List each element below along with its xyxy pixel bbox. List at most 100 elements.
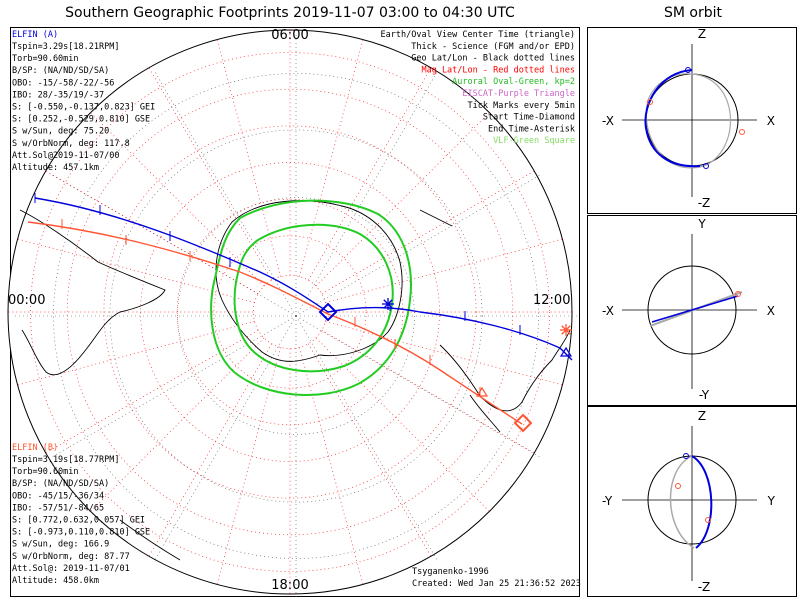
- orbit-yz-label-left: -Y: [602, 494, 613, 508]
- orbit-marker-4: [735, 291, 741, 297]
- auroral-oval: [210, 199, 412, 397]
- elfin-a-line-6: S: [0.252,-0.529,0.810] GSE: [12, 115, 150, 125]
- credit-model: Tsyganenko-1996: [412, 567, 489, 577]
- legend: Earth/Oval View Center Time (triangle) Th…: [381, 30, 575, 146]
- geo-lat-circle-2: [53, 73, 539, 559]
- elfin-b-end-asterisk-stroke-3: [561, 325, 571, 335]
- coastline-3: [469, 394, 501, 433]
- chart-title: Southern Geographic Footprints 2019-11-0…: [65, 5, 515, 21]
- legend-entry-7: Start Time-Diamond: [483, 113, 575, 123]
- elfin-a-line-4: IBO: 28/-35/19/-37: [12, 90, 104, 100]
- orbit-xz-panel: Z -Z -X X: [602, 27, 775, 210]
- mag-lon-line-7: [216, 347, 281, 585]
- auroral-oval-outer: [210, 199, 412, 397]
- mag-lon-line-21: [315, 112, 490, 287]
- elfin-b-center-triangle: [475, 386, 489, 397]
- clock-label-left: 00:00: [8, 293, 45, 308]
- geo-lat-circle-1: [109, 129, 483, 503]
- mag-lon-line-20: [308, 67, 432, 281]
- elfin-b-line-10: Altitude: 458.0km: [12, 576, 99, 586]
- orbit-yz-elfin-b-trace: [669, 455, 695, 549]
- elfin-a-line-1: Torb=90.60min: [12, 54, 79, 64]
- mag-lat-circle-4: [103, 125, 477, 499]
- elfin-b-start-diamond: [513, 413, 533, 433]
- orbit-title: SM orbit: [664, 5, 723, 21]
- coastline-1: [19, 209, 166, 376]
- geo-lon-line-8: [154, 71, 297, 317]
- geo-lon-line-7: [51, 174, 297, 317]
- orbit-xy-panel: Y -Y -X X: [602, 217, 775, 402]
- elfin-a-line-0: Tspin=3.29s[18.21RPM]: [12, 42, 119, 52]
- elfin-b-line-5: S: [0.772,0.632,0.057] GEI: [12, 516, 145, 526]
- elfin-a-header: ELFIN (A): [12, 30, 58, 40]
- credit-created: Created: Wed Jan 25 21:36:52 2023: [412, 579, 581, 589]
- mag-lon-line-10: [45, 330, 259, 454]
- elfin-a-info: ELFIN (A) Tspin=3.29s[18.21RPM] Torb=90.6…: [12, 30, 155, 173]
- elfin-a-line-10: Altitude: 457.1km: [12, 163, 99, 173]
- orbit-panel-xy-frame: [587, 215, 797, 406]
- legend-entry-3: Mag Lat/Lon - Red dotted lines: [421, 65, 575, 75]
- clock-label-top: 06:00: [271, 28, 308, 43]
- orbit-panel-yz-frame: [587, 406, 797, 597]
- elfin-b-header: ELFIN (B): [12, 443, 58, 453]
- elfin-b-end-asterisk: [560, 324, 572, 336]
- geo-lat-circle-0: [177, 197, 415, 435]
- elfin-a-end-asterisk-stroke-3: [383, 299, 393, 309]
- mag-lat-circle-5: [66, 88, 514, 536]
- orbit-marker-7: [705, 517, 711, 523]
- mag-lon-line-17: [216, 39, 281, 277]
- elfin-a-line-7: S w/Sun, deg: 75.20: [12, 127, 109, 137]
- mag-lon-line-5: [299, 347, 364, 585]
- geo-lon-line-1: [295, 315, 541, 458]
- orbit-xz-label-right: X: [767, 114, 775, 128]
- mag-lon-line-19: [299, 39, 364, 277]
- orbit-yz-panel: Z -Z -Y Y: [602, 409, 776, 594]
- mag-lat-circle-6: [30, 52, 550, 572]
- coastline-0: [215, 200, 403, 362]
- tracks: [27, 193, 573, 433]
- elfin-b-line-3: OBO: -45/15/-36/34: [12, 491, 104, 501]
- orbit-marker-6: [675, 483, 681, 489]
- elfin-b-line-0: Tspin=3.19s[18.77RPM]: [12, 455, 119, 465]
- elfin-a-end-asterisk: [382, 298, 394, 310]
- orbit-xz-elfin-a-trace: [644, 69, 701, 168]
- orbit-marker-0: [685, 67, 691, 73]
- legend-entry-0: Earth/Oval View Center Time (triangle): [381, 30, 575, 40]
- orbit-xz-label-bottom: -Z: [698, 196, 711, 210]
- orbit-yz-elfin-a-trace: [691, 455, 713, 549]
- geo-grid: [14, 34, 578, 598]
- geo-lon-line-11: [295, 174, 541, 317]
- elfin-a-line-8: S w/OrbNorm, deg: 117.8: [12, 139, 130, 149]
- clock-label-right: 12:00: [533, 293, 570, 308]
- map-area: [7, 29, 578, 598]
- legend-entry-2: Geo Lat/Lon - Black dotted lines: [411, 54, 575, 64]
- mag-lon-line-9: [90, 337, 265, 512]
- mag-lon-line-13: [17, 238, 255, 303]
- orbit-yz-label-top: Z: [698, 409, 706, 423]
- mag-lon-line-8: [148, 343, 272, 557]
- orbit-yz-label-right: Y: [767, 494, 776, 508]
- orbit-xy-earth-circle: [647, 265, 737, 355]
- orbit-marker-1: [647, 99, 653, 105]
- orbit-xy-label-top: Y: [697, 217, 706, 231]
- orbit-xy-label-right: X: [767, 304, 775, 318]
- coastline-2: [439, 329, 571, 412]
- orbit-panel-xz-frame: [587, 27, 797, 214]
- elfin-b-line-2: B/SP: (NA/ND/SD/SA): [12, 479, 109, 489]
- elfin-a-start-diamond: [318, 302, 338, 322]
- orbit-marker-2: [739, 129, 745, 135]
- orbit-panels: Z -Z -X X Y -Y -X X Z -Z -Y Y: [602, 27, 776, 594]
- elfin-a-line-9: Att.Sol@2019-11-07/00: [12, 151, 119, 161]
- elfin-a-line-2: B/SP: (NA/ND/SD/SA): [12, 66, 109, 76]
- elfin-a-line-3: OBO: -15/-58/-22/-56: [12, 78, 114, 88]
- elfin-a-line-5: S: [-0.550,-0.137,0.823] GEI: [12, 103, 155, 113]
- auroral-oval-inner: [233, 223, 394, 373]
- geo-lon-line-4: [154, 315, 297, 561]
- legend-entry-8: End Time-Asterisk: [488, 124, 575, 134]
- legend-entry-5: EISCAT-Purple Triangle: [462, 89, 575, 99]
- elfin-a-track: [34, 197, 573, 361]
- elfin-b-line-4: IBO: -57/51/-84/65: [12, 503, 104, 513]
- orbit-marker-3: [703, 163, 709, 169]
- coastline-5: [419, 209, 453, 227]
